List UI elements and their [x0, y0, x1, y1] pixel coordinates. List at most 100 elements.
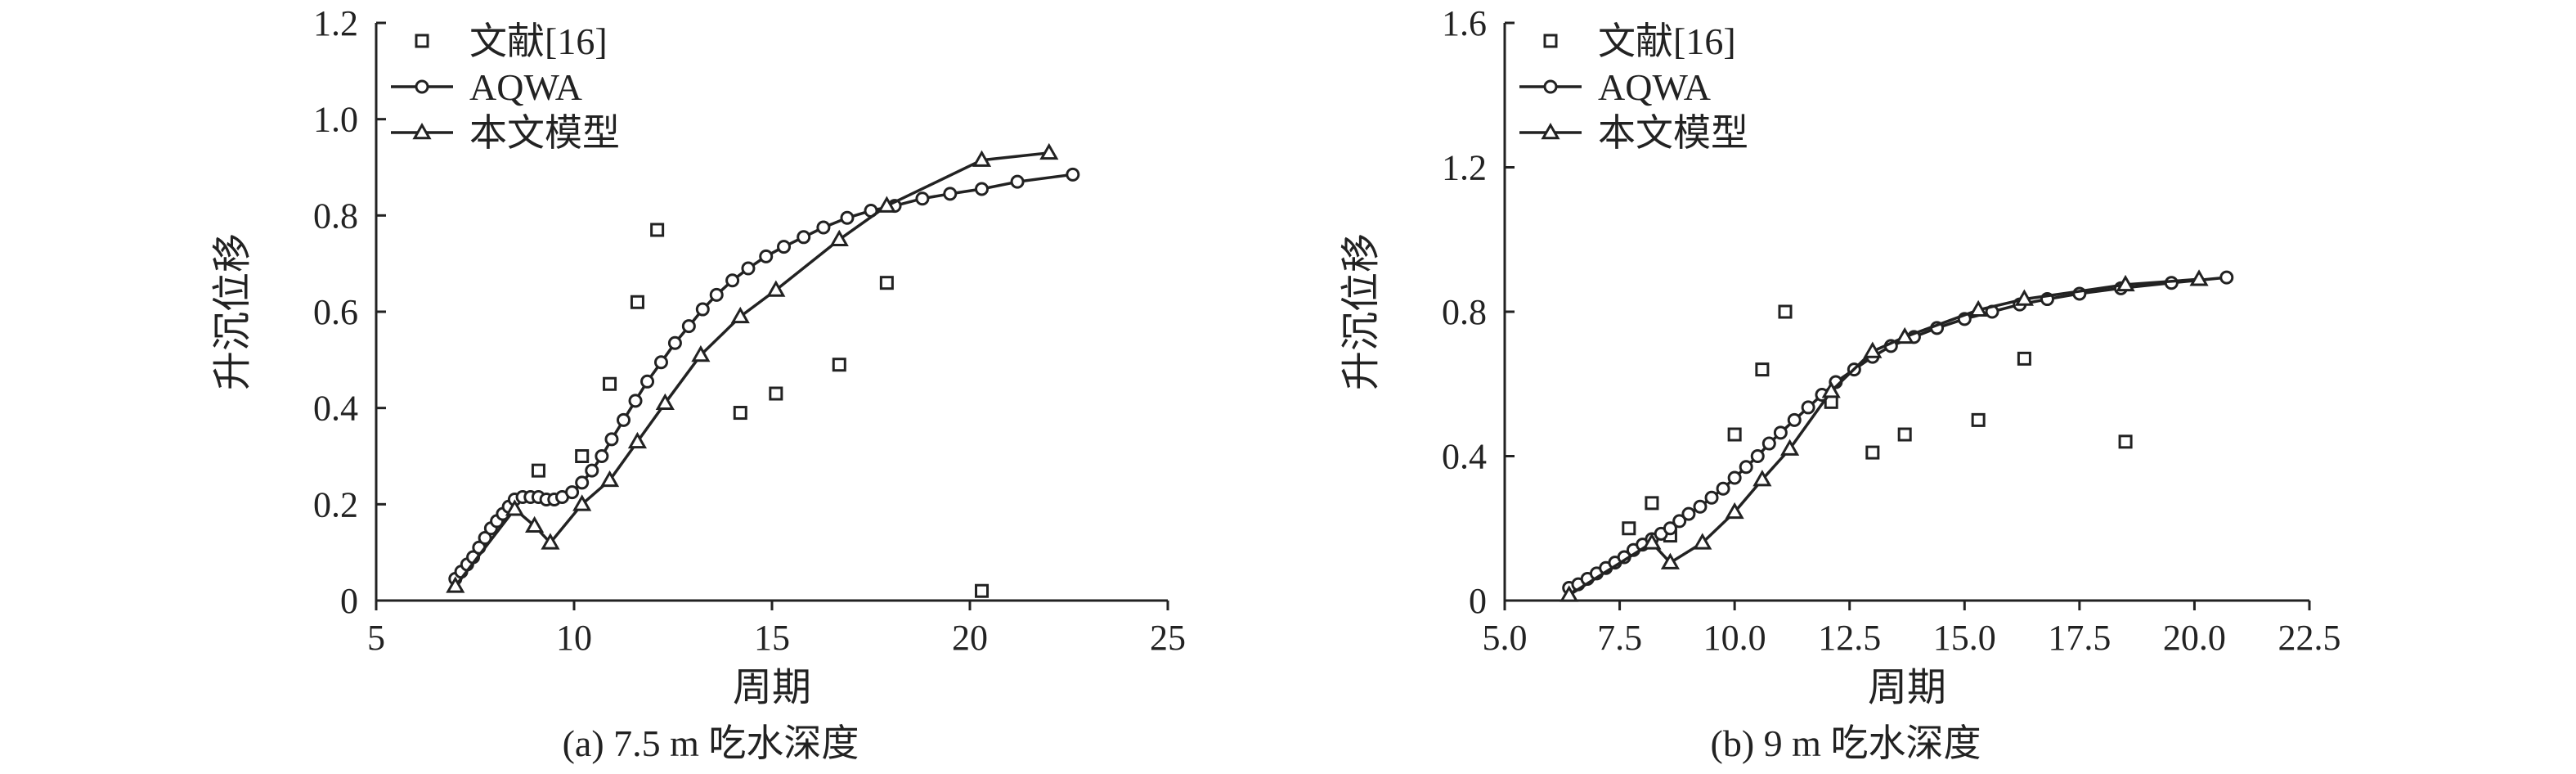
- chart-b-series-1-point: [1773, 425, 1788, 440]
- chart-b-y-axis-title: 升沉位移: [1340, 233, 1383, 390]
- chart-b-legend-marker: [1541, 122, 1560, 140]
- chart-b-series-0: [1622, 304, 2133, 543]
- chart-b-x-tick-label: 22.5: [2278, 618, 2341, 658]
- chart-a-legend-marker: [415, 34, 429, 48]
- chart-b-series-2-point: [1560, 585, 1579, 602]
- chart-b-series-2-point: [1895, 326, 1914, 344]
- chart-a-series-2-point: [525, 515, 545, 533]
- chart-a-series-1-point: [759, 249, 774, 263]
- chart-b-series-1-point: [1704, 490, 1719, 505]
- chart-a-series-2-point: [766, 280, 786, 297]
- chart-b-x-tick-label: 17.5: [2048, 618, 2111, 658]
- chart-a-series-0-point: [575, 449, 590, 463]
- chart-a-series-0-point: [832, 358, 846, 372]
- chart-a-legend-label: 文献[16]: [469, 20, 608, 62]
- chart-a-y-tick-label: 0.8: [313, 196, 358, 236]
- chart-b-series-0-point: [1865, 445, 1880, 460]
- chart-a-series-0-point: [650, 223, 665, 237]
- chart-b-y-tick-label: 1.6: [1442, 3, 1487, 43]
- chart-b-legend-marker: [1543, 79, 1558, 94]
- chart-a-y-tick-label: 0.2: [313, 484, 358, 524]
- chart-a-series-0-point: [769, 386, 783, 401]
- chart-b-series-0-point: [1622, 521, 1636, 536]
- chart-a-series-0-point: [630, 295, 644, 309]
- chart-panel-b: 5.0 7.5 10.0 12.5 15.0 17.5 20.0 22.5 0 0.4 0.8 1.2…: [1288, 0, 2576, 774]
- chart-b-series-1-point: [2219, 270, 2234, 285]
- chart-a-series-2-point: [1039, 142, 1059, 160]
- chart-b-y-tick-label: 0: [1469, 581, 1487, 621]
- chart-a-series-1: [448, 167, 1080, 587]
- chart-b-x-tick-label: 5.0: [1483, 618, 1528, 658]
- chart-panel-a: 5 10 15 20 25 0 0.2 0.4 0.6 0.8 1.0 1.2 周期 升沉位移 (a) 7.…: [211, 3, 1186, 764]
- chart-a-y-tick-label: 1.2: [313, 3, 358, 43]
- chart-b-series-0-point: [1645, 496, 1659, 511]
- chart-a-series-1-point: [628, 394, 643, 408]
- chart-b-series-1-point: [1716, 481, 1730, 496]
- chart-a-series-1-point: [565, 485, 580, 500]
- chart-b-series-0-point: [1755, 362, 1770, 377]
- chart-b-series-1-point: [1750, 449, 1765, 463]
- chart-b-series-2-point: [1863, 341, 1883, 358]
- chart-a-series-1-point: [585, 463, 599, 478]
- chart-b-y-tick-label: 0.8: [1442, 292, 1487, 332]
- chart-a-series-1-point: [653, 355, 668, 370]
- chart-b-series-2-point: [1780, 439, 1800, 456]
- chart-a-x-tick-label: 15: [754, 618, 790, 658]
- chart-a-x-axis-title: 周期: [733, 666, 811, 709]
- chart-a-x-tick-label: 25: [1150, 618, 1186, 658]
- chart-a-series-2-point: [972, 150, 992, 167]
- chart-b-y-tick-label: 0.4: [1442, 437, 1487, 477]
- chart-a-series-1-point: [915, 191, 930, 206]
- chart-a-series-1-point: [1010, 174, 1025, 189]
- chart-a-series-1-point: [604, 432, 619, 447]
- chart-a-series-2-point: [655, 393, 675, 411]
- chart-b-series-2-point: [1821, 381, 1841, 398]
- chart-b-series-1-point: [1801, 400, 1815, 415]
- chart-a-series-2-point: [599, 470, 620, 488]
- chart-a-series-1-point: [640, 374, 655, 389]
- chart-b-y-tick-label: 1.2: [1442, 148, 1487, 188]
- chart-a-y-tick-label: 0.6: [313, 292, 358, 332]
- chart-b-series-2-point: [1752, 470, 1772, 487]
- chart-b-series-0-point: [2118, 434, 2133, 449]
- chart-b-x-tick-label: 12.5: [1818, 618, 1881, 658]
- chart-a-series-2-point: [627, 431, 648, 449]
- chart-b-series-1-point: [1681, 506, 1696, 521]
- chart-a-series-0: [531, 223, 990, 598]
- chart-b-legend-label: AQWA: [1598, 66, 1711, 108]
- chart-b-series-1-point: [1727, 470, 1742, 485]
- chart-b-series-2-point: [2189, 269, 2209, 286]
- chart-a-series-2-point: [691, 344, 711, 362]
- chart-b-x-tick-label: 10.0: [1703, 618, 1766, 658]
- chart-b-series-0-point: [1727, 427, 1742, 442]
- chart-a-svg: 5 10 15 20 25 0 0.2 0.4 0.6 0.8 1.0 1.2 周期 升沉位移 (a) 7.…: [211, 3, 1186, 764]
- chart-a-series-2-point: [505, 499, 524, 516]
- chart-b-legend-label: 本文模型: [1598, 112, 1748, 154]
- chart-b-series-2-point: [2116, 274, 2135, 292]
- chart-a-series-2-point: [877, 196, 896, 213]
- chart-a-series-2-point: [829, 229, 849, 246]
- chart-a-series-1-point: [797, 230, 811, 245]
- chart-b-series-2-point: [1660, 552, 1681, 569]
- chart-b-caption: (b) 9 m 吃水深度: [1711, 722, 1981, 764]
- chart-b-axes: 5.0 7.5 10.0 12.5 15.0 17.5 20.0 22.5 0 0.4 0.8 1.2…: [1442, 3, 2341, 658]
- chart-a-x-tick-label: 20: [952, 618, 988, 658]
- chart-b-series-2-point: [1642, 533, 1662, 550]
- chart-b-series-1-point: [1672, 514, 1687, 529]
- chart-a-y-axis-title: 升沉位移: [211, 233, 254, 390]
- chart-b-svg: 5.0 7.5 10.0 12.5 15.0 17.5 20.0 22.5 0 0.4 0.8 1.2…: [1340, 3, 2341, 764]
- chart-a-series-1-line: [454, 173, 1074, 580]
- chart-a-series-2-point: [572, 494, 592, 511]
- chart-a-series-1-point: [975, 182, 990, 196]
- chart-b-series-2-point: [1693, 533, 1712, 550]
- chart-a-y-tick-label: 1.0: [313, 100, 358, 140]
- chart-a-series-0-point: [975, 583, 990, 598]
- chart-b-series-0-point: [1971, 412, 1986, 427]
- chart-b-x-tick-label: 7.5: [1597, 618, 1642, 658]
- chart-a-series-0-point: [531, 463, 545, 478]
- chart-a-series-1-point: [816, 220, 831, 235]
- chart-b-series-1-point: [1663, 521, 1677, 536]
- chart-a-series-0-point: [733, 406, 747, 421]
- chart-a-legend-marker: [415, 79, 429, 94]
